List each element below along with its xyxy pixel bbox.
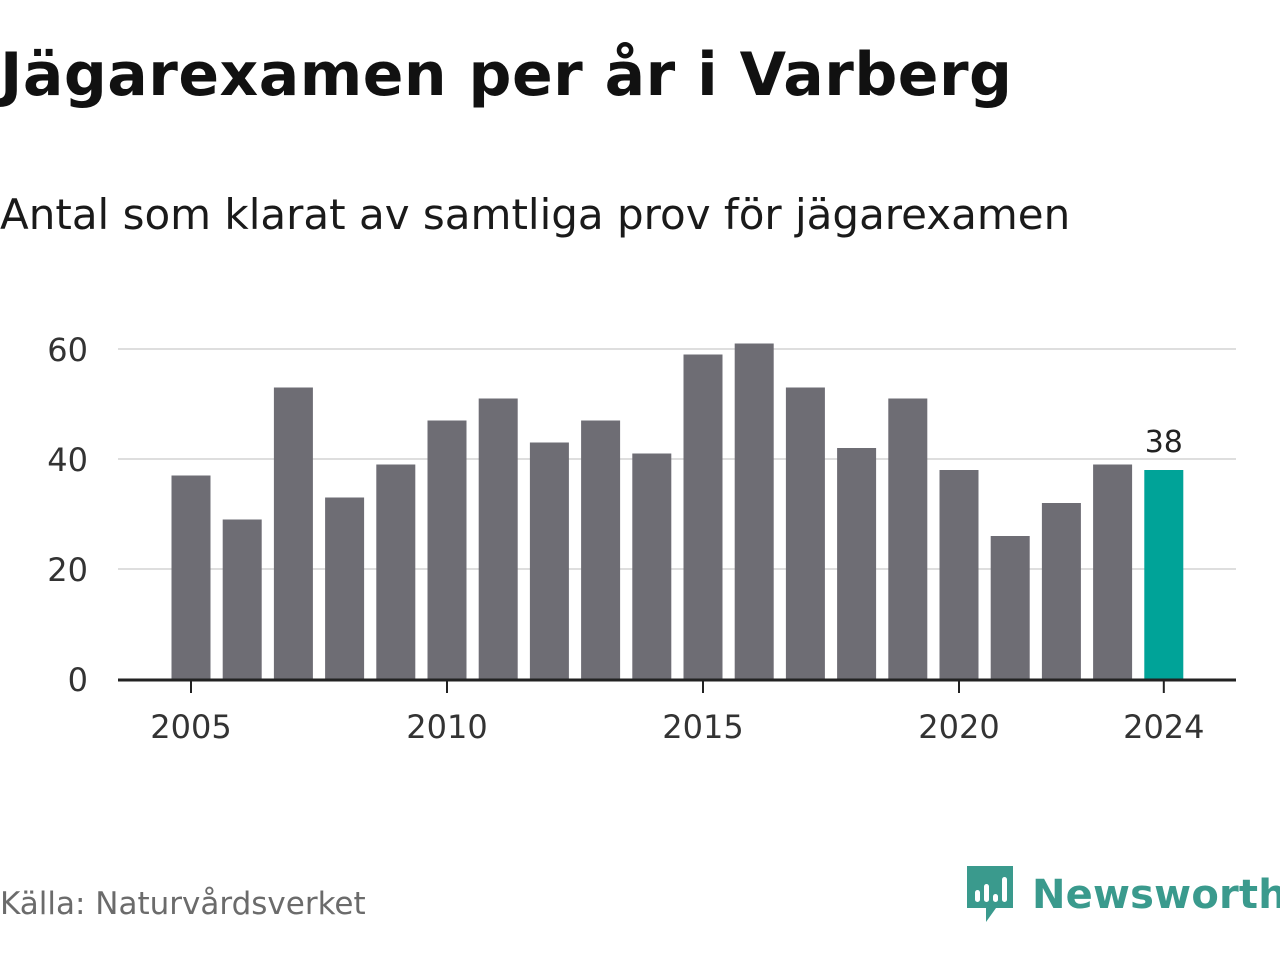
bar-2019 [888,398,928,679]
bar-2005 [171,475,211,679]
bar-2009 [376,464,416,679]
newsworthy-logo-text: Newsworthy [1032,872,1280,918]
source-note: Källa: Naturvårdsverket [0,886,366,922]
x-tick-label-2020: 2020 [918,708,999,746]
bar-2007 [273,387,313,679]
y-tick-label-60: 60 [47,331,88,369]
x-tick-label-2024: 2024 [1123,708,1204,746]
y-tick-label-0: 0 [68,661,88,699]
bar-2017 [785,387,825,679]
chart-subtitle: Antal som klarat av samtliga prov för jä… [0,190,1071,239]
bar-2010 [427,420,467,679]
bar-2023 [1093,464,1133,679]
bar-2013 [581,420,621,679]
newsworthy-logo: Newsworthy [964,864,1280,926]
x-tick-label-2015: 2015 [662,708,743,746]
x-tick-label-2005: 2005 [150,708,231,746]
bar-2018 [837,448,877,679]
labels: 0 20 40 60 38 2005 2010 2015 2020 2024 [47,331,1204,746]
bar-2014 [632,453,672,679]
axes [118,678,1236,693]
bars [171,343,1184,679]
y-tick-label-20: 20 [47,551,88,589]
data-label-2024: 38 [1145,425,1183,460]
y-tick-label-40: 40 [47,441,88,479]
x-tick-label-2010: 2010 [406,708,487,746]
bar-2024 [1144,470,1184,679]
bar-2020 [939,470,979,679]
bar-2016 [734,343,774,679]
chart-title: Jägarexamen per år i Varberg [0,40,1013,110]
bar-2011 [478,398,518,679]
bar-2006 [222,519,262,679]
newsworthy-logo-icon [967,866,1013,922]
bar-2012 [529,442,569,679]
bar-2008 [325,497,365,679]
bar-2015 [683,354,723,679]
bar-2021 [990,536,1030,679]
bar-2022 [1041,503,1081,679]
